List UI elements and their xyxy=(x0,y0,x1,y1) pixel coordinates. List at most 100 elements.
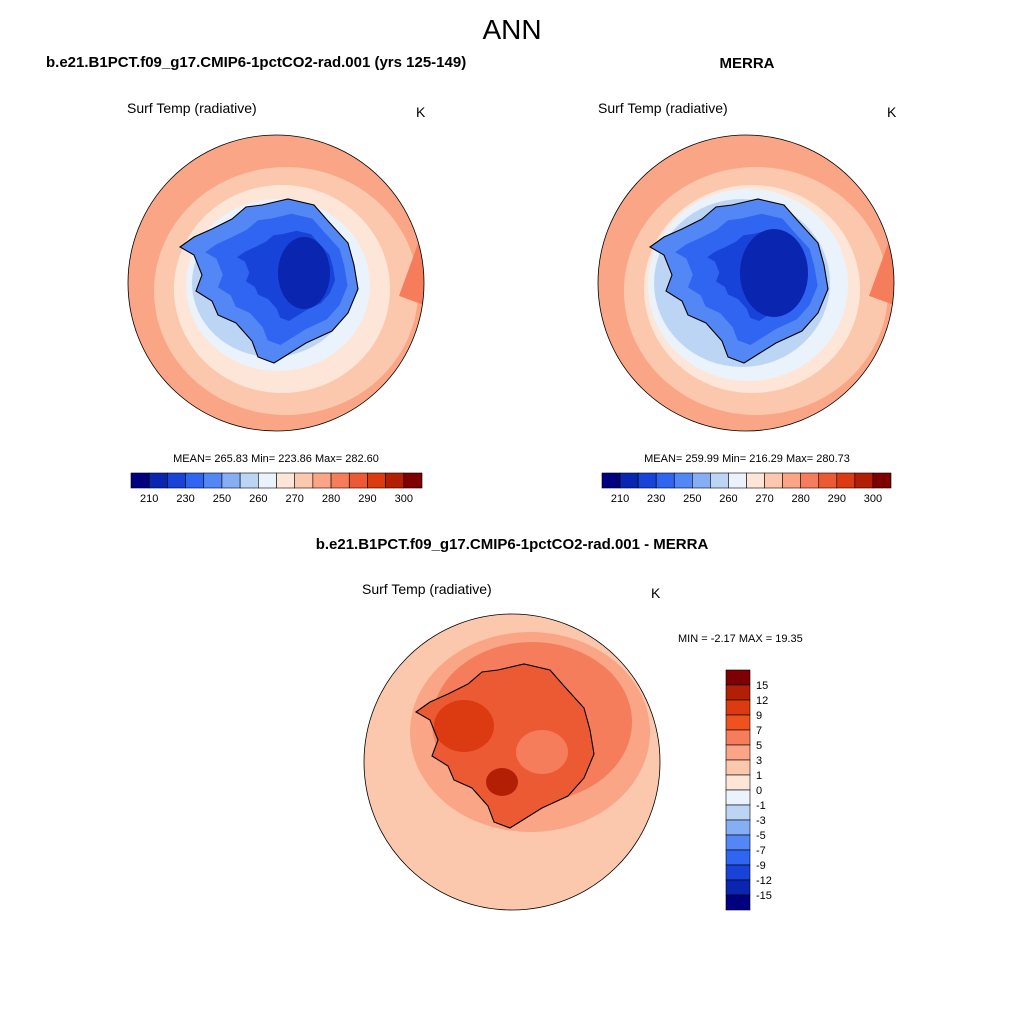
colorbar-tick-label: 230 xyxy=(647,493,665,505)
colorbar-swatch xyxy=(746,472,765,489)
colorbar-tick-label: -5 xyxy=(756,830,766,842)
colorbar-tick-label: 270 xyxy=(755,493,773,505)
colorbar-tick-label: -12 xyxy=(756,875,772,887)
colorbar-tick-label: 290 xyxy=(828,493,846,505)
colorbar-swatch xyxy=(203,472,223,489)
colorbar-tick-label: 230 xyxy=(176,493,194,505)
colorbar-swatch xyxy=(167,472,186,489)
colorbar-swatch xyxy=(385,472,405,489)
panel-1-colorbar: 210 230 250 260 270 280 290 300 xyxy=(130,472,423,505)
colorbar-swatch xyxy=(725,669,751,686)
colorbar-swatch xyxy=(725,684,751,701)
panel-1-units: K xyxy=(416,104,426,120)
colorbar-tick-label: 9 xyxy=(756,710,762,722)
colorbar-swatch xyxy=(725,789,751,806)
colorbar-tick-label: 290 xyxy=(358,493,376,505)
colorbar-tick-label: 250 xyxy=(683,493,701,505)
colorbar-swatch xyxy=(239,472,259,489)
colorbar-swatch xyxy=(782,472,801,489)
colorbar-swatch xyxy=(872,472,892,489)
colorbar-swatch xyxy=(655,472,675,489)
colorbar-swatch xyxy=(764,472,783,489)
colorbar-tick-label: 260 xyxy=(719,493,737,505)
colorbar-tick-label: -15 xyxy=(756,890,772,902)
colorbar-swatch xyxy=(312,472,332,489)
moderate-warming-east xyxy=(516,730,568,774)
colorbar-tick-label: 280 xyxy=(322,493,340,505)
colorbar-swatch xyxy=(294,472,314,489)
panel-1-title: b.e21.B1PCT.f09_g17.CMIP6-1pctCO2-rad.00… xyxy=(46,54,467,71)
colorbar-tick-label: 15 xyxy=(756,680,768,692)
colorbar-swatch xyxy=(348,472,368,489)
colorbar-swatch xyxy=(221,472,241,489)
colorbar-swatch xyxy=(725,849,751,866)
figure-title: ANN xyxy=(482,14,542,45)
colorbar-tick-label: 260 xyxy=(249,493,267,505)
panel-2-units: K xyxy=(887,104,897,120)
colorbar-swatch xyxy=(725,804,751,821)
panel-2-map xyxy=(598,135,894,431)
colorbar-swatch xyxy=(276,472,295,489)
antarctica-dome xyxy=(278,237,330,309)
colorbar-tick-label: 12 xyxy=(756,695,768,707)
colorbar-swatch xyxy=(800,472,820,489)
colorbar-swatch xyxy=(725,729,751,746)
colorbar-swatch xyxy=(258,472,277,489)
panel-2-title: MERRA xyxy=(719,55,775,72)
colorbar-swatch xyxy=(725,774,751,791)
colorbar-tick-label: -7 xyxy=(756,845,766,857)
colorbar-tick-label: 1 xyxy=(756,770,762,782)
colorbar-swatch xyxy=(130,472,150,489)
colorbar-tick-label: 5 xyxy=(756,740,762,752)
colorbar-swatch xyxy=(619,472,639,489)
panel-1-stats: MEAN= 265.83 Min= 223.86 Max= 282.60 xyxy=(173,453,379,465)
colorbar-swatch xyxy=(725,714,751,731)
panel-3-map-border xyxy=(363,613,661,911)
panel-1-map xyxy=(128,135,424,431)
panel-2-colorbar: 210 230 250 260 270 280 290 300 xyxy=(601,472,892,505)
colorbar-tick-label: -9 xyxy=(756,860,766,872)
colorbar-swatch xyxy=(728,472,747,489)
colorbar-tick-label: 300 xyxy=(395,493,413,505)
panel-3-title: b.e21.B1PCT.f09_g17.CMIP6-1pctCO2-rad.00… xyxy=(315,536,709,553)
panel-1-map-border xyxy=(127,134,425,432)
panel-3-variable: Surf Temp (radiative) xyxy=(362,581,492,597)
colorbar-swatch xyxy=(601,472,621,489)
panel-2-map-border xyxy=(597,134,895,432)
colorbar-swatch xyxy=(367,472,386,489)
panel-3-colorbar: 15 12 9 7 5 3 1 0 -1 -3 -5 -7 -9 -12 -15 xyxy=(725,669,772,911)
colorbar-swatch xyxy=(637,472,657,489)
colorbar-tick-label: -1 xyxy=(756,800,766,812)
panel-2-stats: MEAN= 259.99 Min= 216.29 Max= 280.73 xyxy=(644,453,850,465)
warming-peak-center xyxy=(486,768,518,796)
colorbar-swatch xyxy=(725,879,751,896)
colorbar-tick-label: 280 xyxy=(792,493,810,505)
colorbar-swatch xyxy=(836,472,856,489)
colorbar-swatch xyxy=(330,472,350,489)
colorbar-tick-label: 270 xyxy=(286,493,304,505)
colorbar-swatch xyxy=(185,472,205,489)
warming-peak-west xyxy=(434,700,494,752)
colorbar-tick-label: 7 xyxy=(756,725,762,737)
colorbar-tick-label: 3 xyxy=(756,755,762,767)
colorbar-swatch xyxy=(818,472,838,489)
colorbar-tick-label: 0 xyxy=(756,785,762,797)
colorbar-swatch xyxy=(148,472,168,489)
colorbar-swatch xyxy=(725,744,751,761)
panel-2-variable: Surf Temp (radiative) xyxy=(598,100,728,116)
colorbar-swatch xyxy=(725,894,751,911)
colorbar-swatch xyxy=(692,472,711,489)
colorbar-swatch xyxy=(725,834,751,851)
colorbar-tick-label: -3 xyxy=(756,815,766,827)
colorbar-tick-label: 210 xyxy=(140,493,158,505)
panel-3-stats: MIN = -2.17 MAX = 19.35 xyxy=(678,633,803,645)
colorbar-swatch xyxy=(725,864,751,881)
colorbar-swatch xyxy=(673,472,693,489)
colorbar-tick-label: 210 xyxy=(611,493,629,505)
warm-edge-patch xyxy=(869,239,894,310)
colorbar-swatch xyxy=(854,472,874,489)
colorbar-swatch xyxy=(710,472,729,489)
antarctica-dome xyxy=(740,229,808,317)
colorbar-tick-label: 250 xyxy=(213,493,231,505)
